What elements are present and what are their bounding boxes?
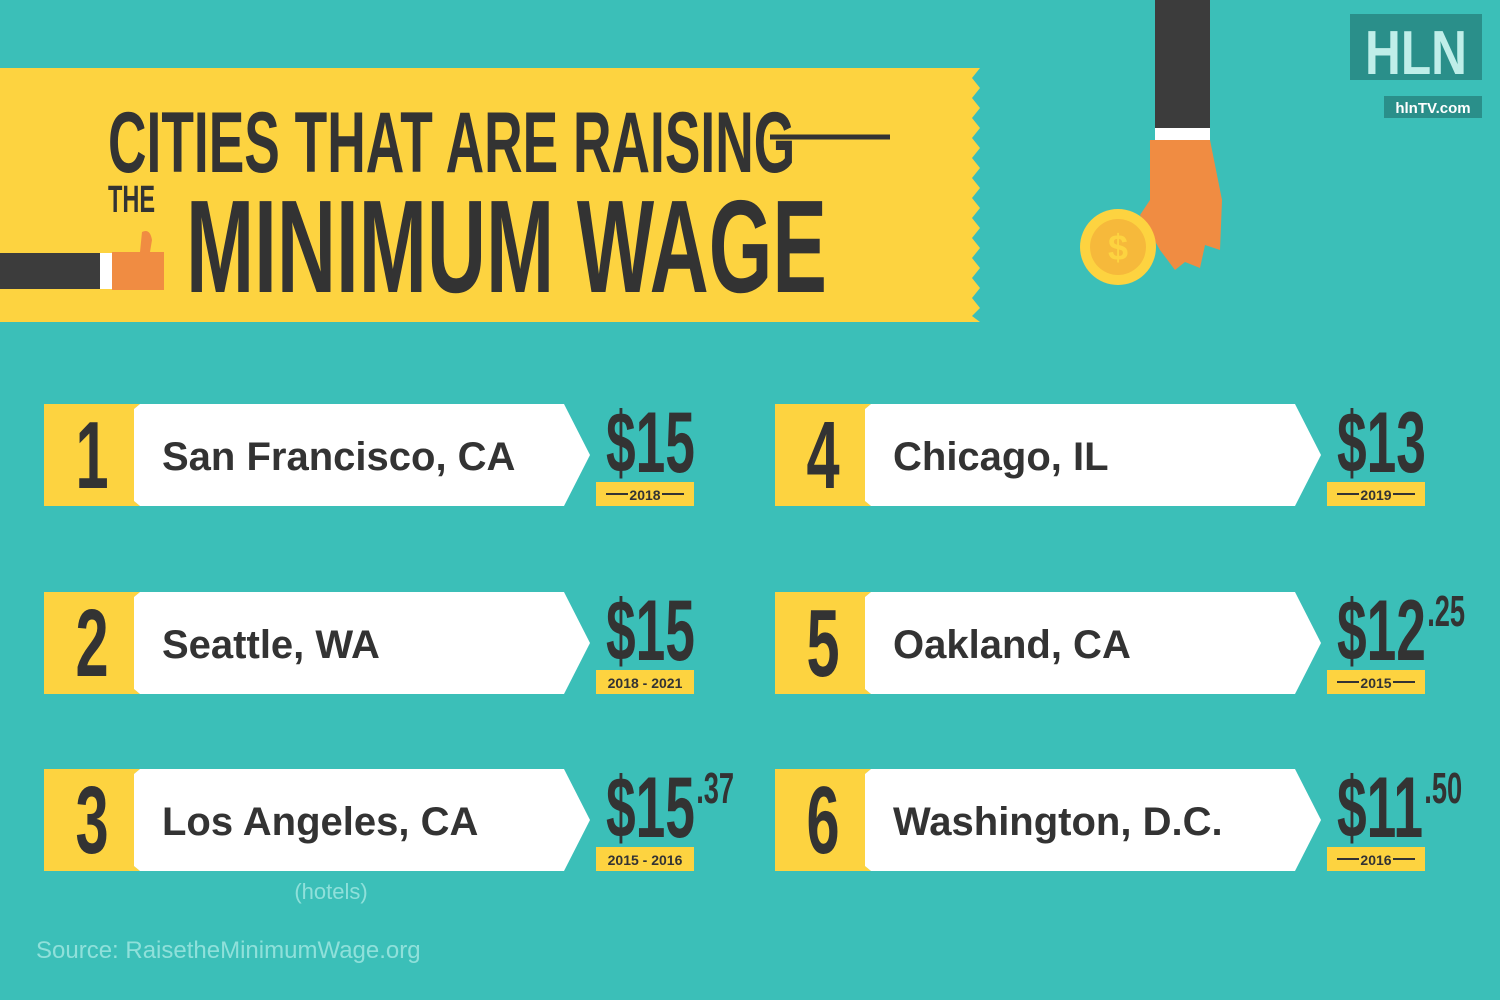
- rank-group: 1: [75, 401, 108, 508]
- rank-box: [44, 404, 140, 506]
- city: Seattle, WA: [162, 623, 380, 667]
- title-prefix: THE: [108, 177, 155, 220]
- year-box: [596, 847, 694, 871]
- rank-group: 5: [806, 589, 839, 696]
- rank-box: [44, 769, 140, 871]
- title-line1-group: CITIES THAT ARE RAISING: [108, 95, 795, 191]
- year: 2019: [1360, 487, 1391, 503]
- city-strip: [134, 769, 590, 871]
- city: San Francisco, CA: [162, 435, 515, 479]
- wage: $15: [606, 395, 695, 491]
- title-banner: [0, 68, 980, 322]
- rank: 5: [806, 589, 839, 696]
- rank: 3: [75, 766, 108, 873]
- city-strip: [134, 404, 590, 506]
- rank-group: 3: [75, 766, 108, 873]
- title-prefix-group: THE: [108, 177, 155, 220]
- rank-group: 4: [806, 401, 839, 508]
- rank-box: [775, 769, 871, 871]
- logo-name: HLN: [1365, 18, 1467, 88]
- rank-group: 2: [75, 589, 108, 696]
- wage-group: $12.25: [1337, 583, 1465, 679]
- thumbs-up-hand: [0, 231, 164, 290]
- note: (hotels): [294, 879, 367, 904]
- hand-with-coin: $: [1080, 0, 1222, 285]
- wage-cents: .37: [696, 763, 734, 812]
- rank-group: 6: [806, 766, 839, 873]
- year-box: [596, 670, 694, 694]
- rank-box: [775, 404, 871, 506]
- city-strip: [134, 592, 590, 694]
- logo-group: HLN: [1365, 18, 1467, 88]
- wage-group: $13: [1337, 395, 1426, 491]
- year: 2016: [1360, 852, 1391, 868]
- year: 2018: [629, 487, 660, 503]
- wage-group: $11.50: [1337, 760, 1462, 856]
- wage: $12: [1337, 583, 1426, 679]
- wage: $15: [606, 583, 695, 679]
- city-strip: [865, 592, 1321, 694]
- wage-group: $15: [606, 395, 695, 491]
- wage-cents: .25: [1427, 586, 1465, 635]
- wage: $15: [606, 760, 695, 856]
- rank-box: [775, 592, 871, 694]
- logo-url-box: [1384, 96, 1482, 118]
- source: Source: RaisetheMinimumWage.org: [36, 937, 421, 964]
- city-strip: [865, 769, 1321, 871]
- rank: 6: [806, 766, 839, 873]
- city-strip: [865, 404, 1321, 506]
- city: Los Angeles, CA: [162, 800, 478, 844]
- rank: 4: [806, 401, 839, 508]
- wage-group: $15: [606, 583, 695, 679]
- logo-url: hlnTV.com: [1395, 100, 1470, 117]
- title-line1: CITIES THAT ARE RAISING: [108, 95, 795, 191]
- city: Chicago, IL: [893, 435, 1109, 479]
- city: Oakland, CA: [893, 623, 1131, 667]
- logo-box: [1350, 14, 1482, 80]
- wage-cents: .50: [1424, 763, 1462, 812]
- wage: $11: [1337, 760, 1423, 856]
- wage: $13: [1337, 395, 1426, 491]
- wage-group: $15.37: [606, 760, 734, 856]
- city: Washington, D.C.: [893, 800, 1223, 844]
- year: 2015: [1360, 675, 1391, 691]
- title-line2: MINIMUM WAGE: [186, 174, 827, 321]
- year: 2015 - 2016: [608, 852, 683, 868]
- rank: 2: [75, 589, 108, 696]
- title-line2-group: MINIMUM WAGE: [186, 174, 827, 321]
- svg-text:$: $: [1108, 227, 1128, 268]
- year: 2018 - 2021: [608, 675, 683, 691]
- rank-box: [44, 592, 140, 694]
- rank: 1: [75, 401, 108, 508]
